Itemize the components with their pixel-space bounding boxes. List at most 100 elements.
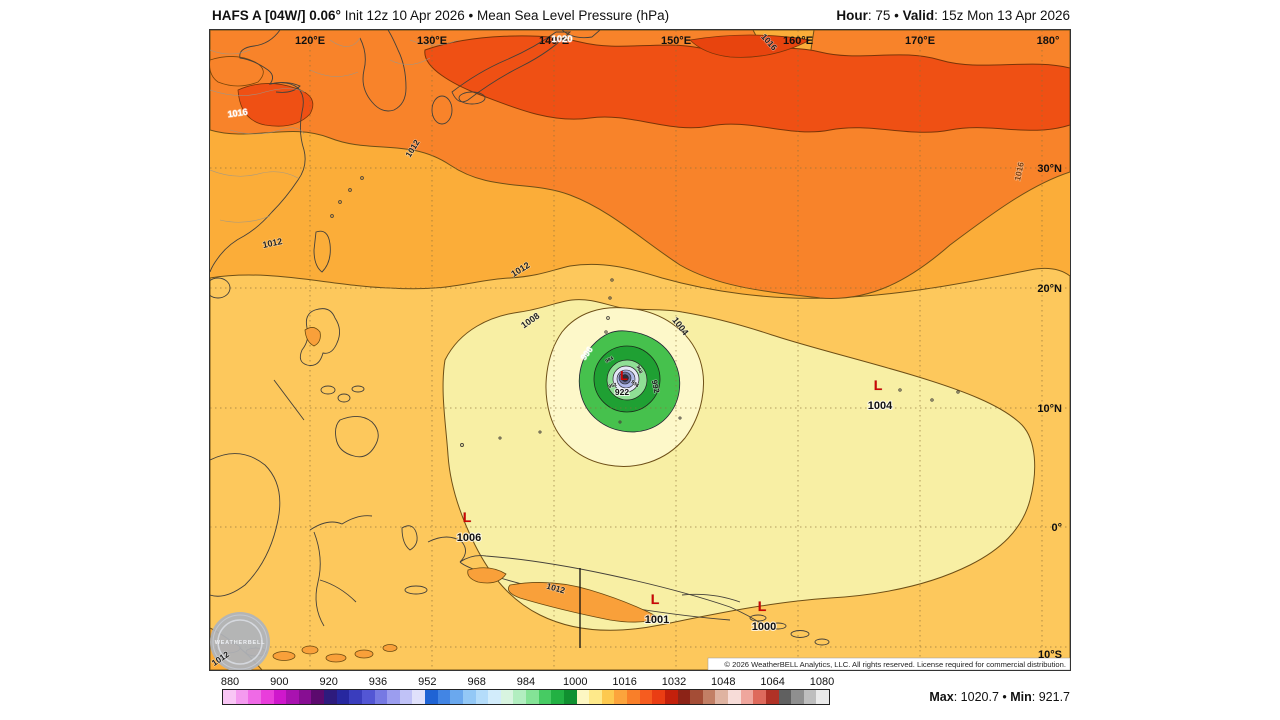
colorbar-cell — [412, 690, 425, 704]
colorbar-cell — [298, 690, 312, 704]
map-label: 992 — [650, 379, 662, 394]
map-label: 922 — [615, 387, 629, 397]
coast-borneo — [209, 453, 281, 597]
colorbar-cell — [462, 690, 476, 704]
colorbar-tick-label: 1032 — [661, 676, 687, 688]
colorbar-cells — [222, 689, 830, 705]
coast-solomon-1 — [749, 614, 767, 622]
map-canvas: WEATHERBELL © 2026 WeatherBELL Analytics… — [205, 29, 1071, 672]
map-label: L — [874, 377, 883, 393]
map-label: 936 — [629, 379, 639, 389]
colorbar-cell — [740, 690, 754, 704]
colorbar-cell — [563, 690, 577, 704]
island-dots — [330, 176, 960, 447]
colorbar-cell — [286, 690, 299, 704]
colorbar-cell — [589, 690, 602, 704]
colorbar-tick-label: 936 — [368, 676, 388, 688]
min-label: Min — [1010, 690, 1032, 704]
coastlines — [205, 29, 830, 646]
coast-sulawesi — [309, 515, 373, 627]
coast-kyushu — [431, 95, 453, 125]
title-init-field: Init 12z 10 Apr 2026 • Mean Sea Level Pr… — [340, 8, 670, 23]
coast-shandong — [269, 81, 301, 93]
colorbar-cell — [526, 690, 539, 704]
map-label: L — [651, 591, 660, 607]
colorbar-tick-label: 984 — [516, 676, 536, 688]
colorbar-cell — [273, 690, 287, 704]
colorbar-tick-label: 920 — [319, 676, 338, 688]
map-label: 160°E — [783, 35, 813, 47]
valid-label: Valid — [902, 8, 935, 23]
map-label: L — [620, 368, 628, 383]
patch-dkorange-nw — [209, 56, 264, 87]
colorbar-cell — [816, 690, 829, 704]
colorbar-cell — [513, 690, 526, 704]
map-label: 1020 — [551, 34, 572, 45]
colorbar-tick-label: 1064 — [760, 676, 785, 688]
colorbar-cell — [223, 690, 236, 704]
colorbar-cell — [652, 690, 665, 704]
colorbar-cell — [765, 690, 779, 704]
copyright-text: © 2026 WeatherBELL Analytics, LLC. All r… — [724, 660, 1066, 669]
map-label: 968 — [634, 365, 643, 375]
map-label: 1012 — [262, 236, 284, 250]
valid-value: : 15z Mon 13 Apr 2026 — [934, 8, 1070, 23]
map-label: 984 — [604, 355, 614, 364]
map-label: 1016 — [1012, 161, 1026, 182]
colorbar-cell — [488, 690, 501, 704]
hour-value: : 75 • — [867, 8, 903, 23]
model-name: HAFS A [04W/] 0.06° — [212, 8, 341, 23]
min-value: : 921.7 — [1031, 690, 1070, 704]
colorbar-tick-label: 1000 — [563, 676, 588, 688]
chart-title: HAFS A [04W/] 0.06° Init 12z 10 Apr 2026… — [212, 8, 669, 23]
colorbar-tick-label: 880 — [220, 676, 240, 688]
colorbar-cell — [311, 690, 324, 704]
map-label: 30°N — [1037, 163, 1062, 175]
admin-borders — [209, 37, 459, 223]
max-value: : 1020.7 • — [953, 690, 1011, 704]
coast-palawan — [273, 379, 305, 421]
map-label: 130°E — [417, 35, 447, 47]
coast-newbritain — [681, 593, 741, 603]
colorbar: 880 900 920 936 952 968 984 1000 1016 1032 1048 106… — [220, 676, 834, 706]
hour-label: Hour — [836, 8, 868, 23]
pressure-map-svg: WEATHERBELL © 2026 WeatherBELL Analytics… — [205, 29, 1071, 672]
colorbar-cell — [475, 690, 489, 704]
colorbar-cell — [399, 690, 413, 704]
map-label: 1000 — [752, 621, 776, 633]
coast-solomon-4 — [814, 638, 830, 646]
map-label: 170°E — [905, 35, 935, 47]
colorbar-tick-label: 968 — [467, 676, 486, 688]
colorbar-cell — [551, 690, 564, 704]
colorbar-tick-label: 900 — [270, 676, 289, 688]
colorbar-cell — [387, 690, 400, 704]
map-label: 10°S — [1038, 649, 1062, 661]
colorbar-cell — [437, 690, 451, 704]
colorbar-tick-label: 1016 — [612, 676, 637, 688]
colorbar-cell — [349, 690, 362, 704]
map-label: 120°E — [295, 35, 325, 47]
coast-seram — [404, 585, 428, 595]
map-label: L — [758, 598, 767, 614]
colorbar-cell — [715, 690, 728, 704]
colorbar-cell — [791, 690, 804, 704]
colorbar-cell — [538, 690, 552, 704]
patch-1024 — [689, 34, 812, 58]
colorbar-cell — [778, 690, 792, 704]
colorbar-cell — [664, 690, 678, 704]
coast-korea — [359, 29, 407, 112]
colorbar-cell — [639, 690, 653, 704]
watermark-text: WEATHERBELL — [215, 640, 266, 646]
map-label: 0° — [1051, 522, 1062, 534]
storm-eye — [621, 374, 629, 382]
coast-honshu — [451, 31, 572, 103]
map-label: 1004 — [868, 400, 893, 412]
coast-hokkaido — [561, 29, 601, 39]
colorbar-cell — [374, 690, 388, 704]
coast-shikoku — [458, 91, 486, 105]
colorbar-cell — [803, 690, 817, 704]
colorbar-cell — [425, 690, 438, 704]
colorbar-cell — [235, 690, 249, 704]
coast-visayas-3 — [351, 385, 365, 393]
colorbar-cell — [614, 690, 627, 704]
